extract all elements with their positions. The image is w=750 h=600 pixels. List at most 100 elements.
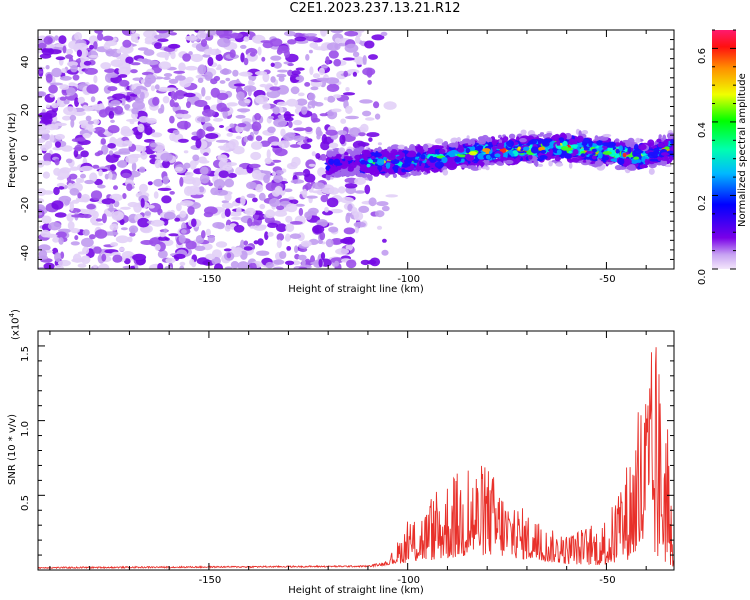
spectrogram-noise-cell (144, 80, 152, 88)
spectrogram-noise-cell (291, 156, 301, 167)
spectrogram-noise-cell (250, 262, 257, 269)
spectrogram-noise-cell (170, 90, 176, 100)
spectrogram-band-cell (568, 150, 572, 154)
spectrogram-noise-cell (306, 138, 313, 143)
spectrogram-noise-cell (131, 107, 139, 115)
spectrogram-noise-cell (297, 92, 305, 97)
spectrogram-band-cell (485, 154, 491, 160)
spectrogram-band-cell (343, 156, 353, 161)
spectrogram-band-cell (580, 150, 586, 155)
spectrogram-band-cell (366, 174, 371, 179)
spectrogram-noise-cell (258, 192, 266, 201)
spectrogram-band-cell (467, 155, 474, 161)
spectrogram-noise-cell (109, 203, 114, 213)
spectrogram-noise-cell (300, 240, 312, 247)
colorbar-tick-label: 0.2 (697, 195, 708, 212)
spectrogram-noise-cell (43, 152, 53, 163)
spectrogram-noise-cell (76, 49, 82, 57)
spectrogram-band-cell (410, 163, 414, 168)
spectrogram-noise-cell (62, 45, 67, 54)
spectrogram-noise-cell (291, 70, 301, 76)
spectrogram-noise-cell (226, 132, 233, 137)
spectrogram-noise-cell (185, 35, 198, 41)
spectrogram-noise-cell (294, 171, 306, 176)
spectrogram-band-cell (465, 138, 470, 142)
spectrogram-noise-cell (358, 132, 366, 137)
spectrogram-noise-cell (219, 80, 226, 84)
spectrogram-noise-cell (88, 128, 96, 132)
spectrogram-band-cell (660, 159, 668, 167)
spectrogram-band-cell (482, 148, 491, 153)
spectrogram-noise-cell (381, 205, 390, 212)
spectrogram-band-cell (364, 168, 373, 174)
spectrogram-noise-cell (38, 42, 47, 49)
spectrogram-band-cell (602, 133, 612, 138)
spectrogram-noise-cell (42, 160, 52, 166)
spectrogram-noise-cell (287, 63, 294, 67)
spectrogram-noise-cell (220, 107, 230, 112)
spec-y-tick-label: -20 (20, 197, 31, 214)
snr-y-multiplier: (x104) (8, 309, 21, 340)
spectrogram-noise-cell (235, 166, 244, 176)
spectrogram-noise-cell (353, 221, 366, 228)
spectrogram-noise-cell (186, 185, 200, 196)
spectrogram-band-cell (568, 162, 573, 169)
spectrogram-noise-cell (92, 164, 100, 169)
spectrogram-noise-cell (76, 137, 86, 142)
spectrogram-noise-cell (72, 74, 80, 81)
spectrogram-noise-cell (243, 36, 250, 42)
spectrogram-noise-cell (288, 196, 295, 200)
spectrogram-noise-cell (326, 42, 341, 51)
spectrogram-noise-cell (295, 76, 302, 81)
spectrogram-band-cell (601, 155, 610, 161)
spectrogram-noise-cell (196, 128, 206, 139)
spectrogram-noise-cell (236, 91, 245, 101)
spectrogram-noise-cell (201, 230, 206, 239)
spectrogram-noise-cell (298, 207, 304, 216)
spectrogram-band-cell (660, 156, 670, 161)
spectrogram-noise-cell (180, 113, 192, 119)
spectrogram-noise-cell (77, 96, 85, 104)
spectrogram-band-cell (580, 153, 586, 157)
spectrogram-noise-cell (43, 262, 55, 269)
spectrogram-band-cell (538, 139, 544, 144)
spectrogram-noise-cell (54, 212, 67, 218)
spectrogram-noise-cell (317, 239, 323, 244)
spectrogram-band-cell (340, 164, 348, 169)
spectrogram-band-cell (570, 144, 579, 149)
spectrogram-noise-cell (343, 227, 356, 235)
spectrogram-band-cell (468, 151, 478, 156)
spectrogram-noise-cell (283, 133, 295, 141)
spectrogram-noise-cell (150, 85, 156, 92)
spectrogram-noise-cell (118, 66, 131, 76)
spectrogram-noise-cell (93, 126, 106, 135)
spectrogram-noise-cell (82, 214, 92, 219)
spectrogram-band-cell (385, 162, 391, 169)
spectrogram-noise-cell (66, 213, 74, 222)
spectrogram-noise-cell (267, 222, 279, 228)
spectrogram-band-cell (556, 149, 562, 156)
spectrogram-noise-cell (222, 142, 234, 153)
spectrogram-noise-cell (311, 151, 316, 157)
spectrogram-noise-cell (233, 224, 245, 233)
spectrogram-noise-cell (305, 54, 310, 61)
spectrogram-noise-cell (204, 71, 213, 80)
spectrogram-noise-cell (219, 68, 232, 75)
spectrogram-noise-cell (213, 179, 226, 189)
spectrogram-noise-cell (75, 177, 82, 184)
spectrogram-noise-cell (224, 266, 233, 269)
spectrogram-noise-cell (105, 231, 119, 236)
spectrogram-noise-cell (342, 92, 356, 96)
spectrogram-noise-cell (189, 160, 197, 170)
spectrogram-band-cell (596, 140, 603, 146)
spectrogram-noise-cell (179, 210, 187, 218)
spectrogram-noise-cell (360, 123, 369, 133)
spectrogram-noise-cell (214, 263, 223, 269)
spectrogram-band-cell (597, 151, 603, 159)
spectrogram-noise-cell (70, 228, 80, 234)
spectrogram-noise-cell (277, 45, 290, 54)
spectrogram-band-cell (563, 147, 574, 151)
spectrogram-noise-cell (229, 49, 236, 58)
spectrogram-band-cell (434, 138, 444, 144)
spectrogram-band-cell (426, 170, 431, 174)
